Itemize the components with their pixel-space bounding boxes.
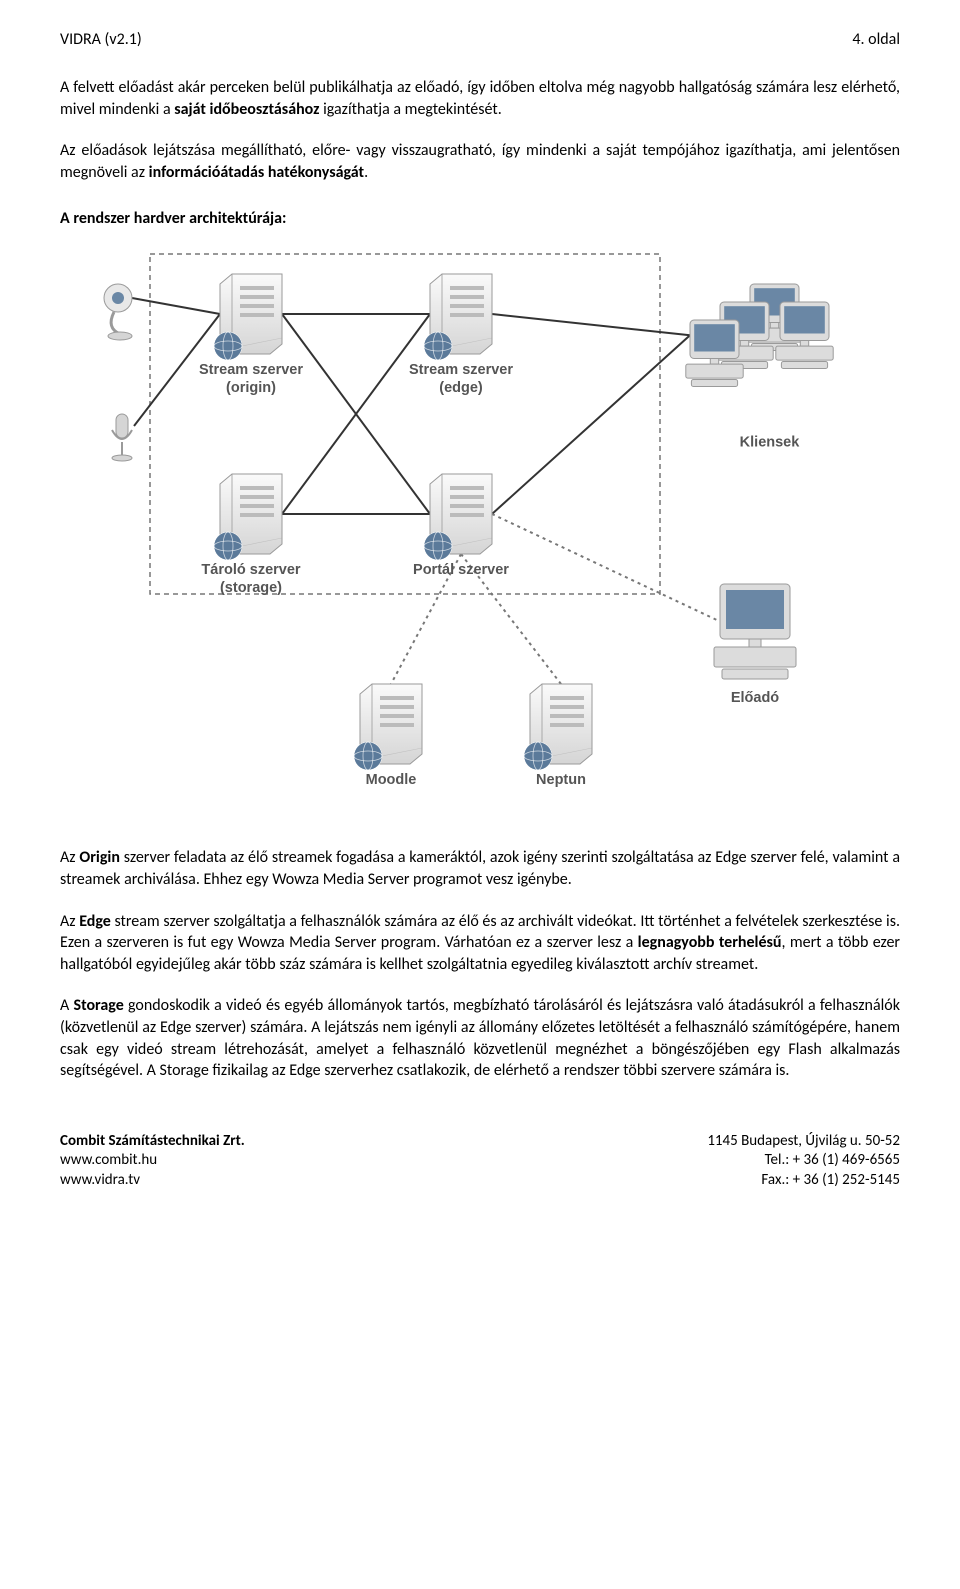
pc-icon (776, 302, 833, 369)
svg-text:(edge): (edge) (439, 380, 483, 396)
server-icon: Stream szerver (origin) (199, 274, 303, 396)
p3-a: Az (60, 848, 79, 867)
pc-icon (686, 320, 743, 387)
server-icon: Neptun (524, 684, 592, 788)
svg-text:Moodle: Moodle (366, 772, 417, 788)
svg-text:(origin): (origin) (226, 380, 276, 396)
p5-a: A (60, 996, 74, 1015)
page-footer: Combit Számítástechnikai Zrt. www.combit… (60, 1132, 900, 1191)
p1-b: saját időbeosztásához (174, 100, 319, 119)
p2-c: . (364, 163, 368, 182)
server-icon: Moodle (354, 684, 422, 788)
webcam-icon (104, 284, 132, 340)
svg-text:(storage): (storage) (220, 580, 282, 596)
server-icon: Stream szerver (edge) (409, 274, 513, 396)
server-icon: Tároló szerver (storage) (201, 474, 300, 596)
page-header: VIDRA (v2.1) 4. oldal (60, 30, 900, 49)
svg-text:Kliensek: Kliensek (740, 435, 801, 451)
footer-address: 1145 Budapest, Újvilág u. 50-52 (707, 1132, 900, 1152)
p5-b: Storage (74, 996, 124, 1015)
svg-text:Stream szerver: Stream szerver (199, 362, 303, 378)
paragraph-2: Az előadások lejátszása megállítható, el… (60, 140, 900, 183)
pc-icon (714, 584, 796, 679)
architecture-heading: A rendszer hardver architektúrája: (60, 209, 900, 228)
paragraph-5: A Storage gondoskodik a videó és egyéb á… (60, 995, 900, 1081)
svg-text:Stream szerver: Stream szerver (409, 362, 513, 378)
p3-b: Origin (79, 848, 120, 867)
footer-fax: Fax.: + 36 (1) 252-5145 (707, 1171, 900, 1191)
footer-tel: Tel.: + 36 (1) 469-6565 (707, 1151, 900, 1171)
svg-text:Neptun: Neptun (536, 772, 586, 788)
header-right: 4. oldal (852, 30, 900, 49)
p4-a: Az (60, 912, 79, 931)
server-icon: Portál szerver (413, 474, 509, 578)
footer-company: Combit Számítástechnikai Zrt. (60, 1132, 245, 1152)
pc-group-icon: Kliensek (740, 435, 801, 451)
footer-right: 1145 Budapest, Újvilág u. 50-52 Tel.: + … (707, 1132, 900, 1191)
header-left: VIDRA (v2.1) (60, 30, 142, 49)
p3-c: szerver feladata az élő streamek fogadás… (60, 848, 900, 889)
p4-d: legnagyobb terhelésű (638, 933, 782, 952)
p2-b: információátadás hatékonyságát (149, 163, 364, 182)
footer-left: Combit Számítástechnikai Zrt. www.combit… (60, 1132, 245, 1191)
footer-url1: www.combit.hu (60, 1151, 245, 1171)
svg-text:Előadó: Előadó (731, 690, 779, 706)
p4-b: Edge (79, 912, 111, 931)
paragraph-3: Az Origin szerver feladata az élő stream… (60, 847, 900, 890)
footer-url2: www.vidra.tv (60, 1171, 245, 1191)
paragraph-4: Az Edge stream szerver szolgáltatja a fe… (60, 911, 900, 976)
p5-c: gondoskodik a videó és egyéb állományok … (60, 996, 900, 1080)
mic-icon (112, 414, 132, 461)
svg-text:Portál szerver: Portál szerver (413, 562, 509, 578)
p1-c: igazíthatja a megtekintését. (319, 100, 501, 119)
svg-text:Tároló szerver: Tároló szerver (201, 562, 300, 578)
architecture-diagram: Stream szerver (origin) Stream szerver (edg… (90, 244, 870, 819)
paragraph-1: A felvett előadást akár perceken belül p… (60, 77, 900, 120)
